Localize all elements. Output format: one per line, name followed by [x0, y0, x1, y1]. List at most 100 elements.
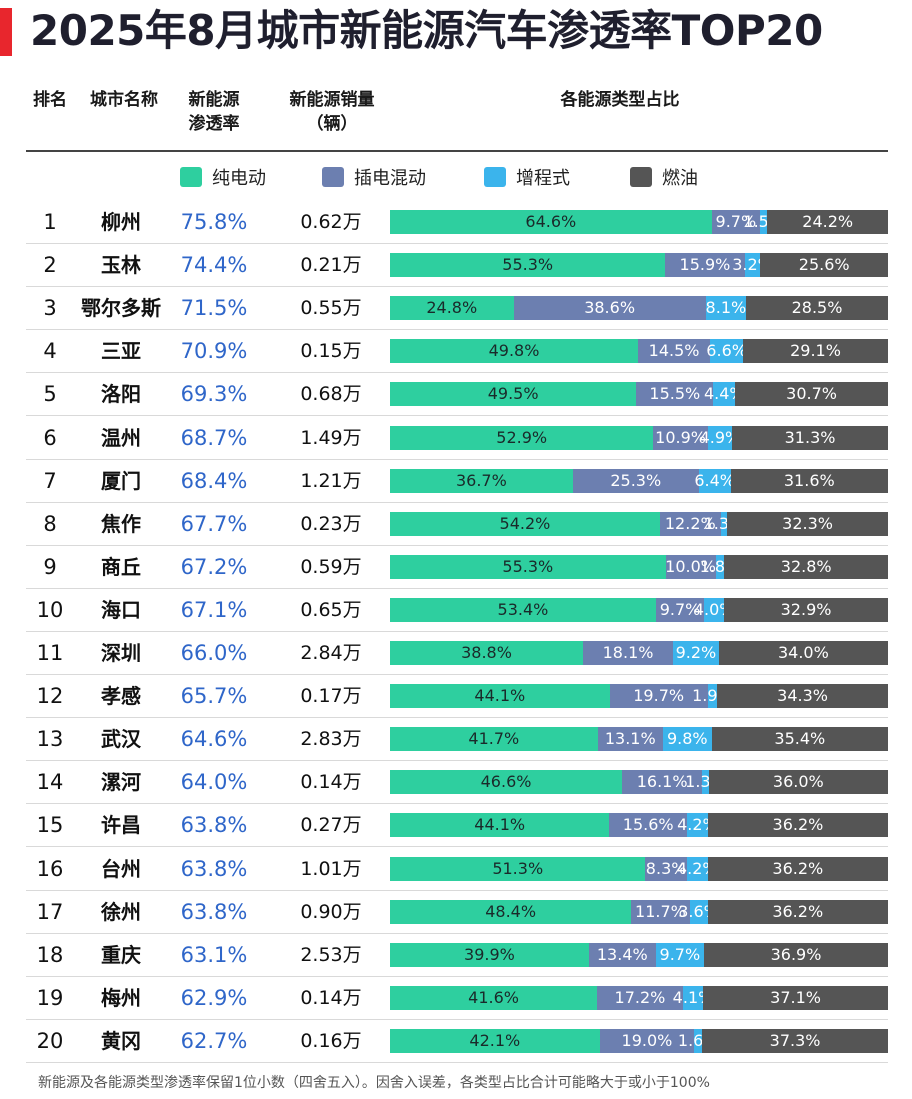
- stacked-bar: 38.8% 18.1% 9.2% 34.0%: [390, 641, 888, 665]
- bar-segment-phev: 19.7%: [609, 684, 708, 709]
- stacked-bar: 51.3% 8.3% 4.2% 36.2%: [390, 856, 888, 881]
- table-row: 4 三亚 70.9% 0.15万 49.8% 14.5% 6.6% 29.1%: [26, 330, 888, 374]
- bar-segment-label-phev: 13.1%: [604, 729, 656, 749]
- table-row: 9 商丘 67.2% 0.59万 55.3% 10.0% 1.8% 32.8%: [26, 546, 888, 589]
- bar-segment-erev: 3.2%: [732, 253, 773, 278]
- rank-cell: 15: [36, 813, 64, 838]
- bar-segment-phev: 12.2%: [659, 511, 721, 536]
- bar-segment-fuel: 32.9%: [724, 597, 888, 622]
- bar-segment-label-ev: 24.8%: [426, 298, 478, 318]
- rank-cell: 10: [36, 597, 64, 622]
- bar-segment-label-ev: 53.4%: [497, 599, 549, 619]
- bar-segment-phev: 9.7%: [655, 597, 705, 622]
- bar-segment-label-ev: 55.3%: [502, 255, 554, 275]
- penetration-rate-cell: 63.8%: [180, 899, 248, 924]
- bar-segment-ev: 52.9%: [390, 425, 654, 450]
- rank-cell: 1: [43, 210, 57, 234]
- bar-segment-erev: 1.5%: [743, 210, 784, 234]
- bar-segment-label-phev: 15.9%: [679, 255, 731, 275]
- bar-segment-label-erev: 8.1%: [705, 298, 747, 318]
- bar-segment-label-erev: 6.4%: [694, 470, 735, 490]
- legend: 纯电动 插电混动 增程式 燃油: [0, 165, 912, 189]
- penetration-rate-cell: 65.7%: [180, 684, 248, 709]
- table-row: 5 洛阳 69.3% 0.68万 49.5% 15.5% 4.4% 30.7%: [26, 373, 888, 417]
- penetration-rate-cell: 67.7%: [180, 511, 248, 536]
- bar-segment-ev: 36.7%: [390, 468, 573, 493]
- row-divider: [26, 243, 888, 244]
- table-row: 7 厦门 68.4% 1.21万 36.7% 25.3% 6.4% 31.6%: [26, 460, 888, 503]
- bar-segment-label-ev: 49.8%: [488, 341, 540, 361]
- stacked-bar: 44.1% 15.6% 4.2% 36.2%: [390, 813, 888, 838]
- city-cell: 黄冈: [101, 1028, 141, 1053]
- city-cell: 台州: [101, 856, 141, 881]
- row-divider: [26, 975, 888, 977]
- stacked-bar: 39.9% 13.4% 9.7% 36.9%: [390, 942, 888, 967]
- bar-segment-fuel: 25.6%: [760, 253, 888, 278]
- bar-segment-erev: 4.0%: [694, 597, 735, 622]
- bar-segment-erev: 1.8%: [700, 554, 740, 579]
- bar-segment-label-fuel: 34.0%: [777, 643, 829, 662]
- bar-segment-fuel: 32.8%: [724, 554, 888, 579]
- penetration-rate-cell: 74.4%: [180, 253, 248, 278]
- bar-segment-phev: 38.6%: [513, 296, 706, 321]
- city-cell: 柳州: [101, 210, 141, 234]
- bar-segment-erev: 3.6%: [678, 899, 719, 924]
- bar-segment-ev: 54.2%: [390, 511, 660, 536]
- sales-cell: 1.49万: [300, 426, 362, 449]
- bar-segment-ev: 53.4%: [390, 597, 656, 622]
- rank-cell: 5: [43, 382, 57, 407]
- bar-segment-label-phev: 9.7%: [659, 599, 701, 619]
- bar-segment-ev: 55.3%: [390, 554, 666, 579]
- bar-segment-label-ev: 41.7%: [468, 729, 520, 749]
- table-row: 13 武汉 64.6% 2.83万 41.7% 13.1% 9.8% 35.4%: [26, 718, 888, 762]
- bar-segment-label-fuel: 29.1%: [790, 341, 841, 361]
- row-divider: [26, 415, 888, 417]
- bar-segment-label-phev: 19.0%: [621, 1030, 673, 1050]
- bar-segment-label-fuel: 34.3%: [777, 686, 828, 706]
- rank-cell: 2: [43, 253, 57, 278]
- bar-segment-phev: 15.6%: [609, 813, 687, 838]
- bar-segment-label-ev: 46.6%: [480, 772, 532, 792]
- sales-cell: 0.59万: [300, 555, 362, 578]
- bar-segment-label-ev: 42.1%: [469, 1030, 521, 1050]
- city-cell: 重庆: [101, 942, 141, 967]
- stacked-bar: 44.1% 19.7% 1.9% 34.3%: [390, 684, 888, 709]
- bar-segment-phev: 25.3%: [572, 468, 699, 493]
- row-divider: [26, 458, 888, 460]
- penetration-rate-cell: 62.7%: [180, 1028, 248, 1053]
- row-divider: [26, 544, 888, 546]
- city-cell: 深圳: [101, 641, 141, 665]
- bar-segment-label-erev: 4.2%: [676, 858, 718, 878]
- bar-segment-label-phev: 13.4%: [596, 944, 648, 964]
- bar-segment-ev: 64.6%: [390, 210, 712, 234]
- bar-segment-ev: 42.1%: [390, 1028, 600, 1053]
- bar-segment-phev: 10.0%: [665, 554, 716, 579]
- bar-segment-erev: 6.4%: [694, 468, 735, 493]
- legend-item-erev: 增程式: [484, 165, 570, 189]
- bar-segment-erev: 9.2%: [673, 641, 719, 665]
- rank-cell: 20: [36, 1028, 64, 1053]
- stacked-bar: 41.6% 17.2% 4.1% 37.1%: [390, 985, 888, 1010]
- bar-segment-phev: 10.9%: [653, 425, 708, 450]
- bar-segment-phev: 8.3%: [645, 856, 687, 881]
- bar-segment-label-erev: 6.6%: [706, 341, 747, 361]
- rank-cell: 11: [36, 641, 64, 665]
- bar-segment-fuel: 32.3%: [727, 511, 888, 536]
- bar-segment-fuel: 31.3%: [732, 425, 888, 450]
- bar-segment-label-fuel: 32.3%: [782, 513, 833, 533]
- bar-segment-label-phev: 14.5%: [648, 341, 700, 361]
- bar-segment-label-fuel: 36.2%: [772, 858, 824, 878]
- bar-segment-label-fuel: 25.6%: [798, 255, 850, 275]
- sales-cell: 0.14万: [300, 986, 362, 1009]
- sales-cell: 0.21万: [300, 254, 362, 277]
- table-row: 8 焦作 67.7% 0.23万 54.2% 12.2% 1.3% 32.3%: [26, 503, 888, 546]
- sales-cell: 0.23万: [300, 512, 362, 535]
- bar-segment-label-erev: 4.2%: [677, 815, 718, 835]
- legend-item-phev: 插电混动: [322, 165, 426, 189]
- city-cell: 厦门: [101, 468, 141, 493]
- city-cell: 鄂尔多斯: [81, 296, 161, 321]
- bar-segment-label-ev: 39.9%: [464, 944, 515, 964]
- sales-cell: 0.27万: [300, 814, 362, 837]
- penetration-rate-cell: 64.0%: [180, 770, 248, 795]
- bar-segment-ev: 41.6%: [390, 985, 598, 1010]
